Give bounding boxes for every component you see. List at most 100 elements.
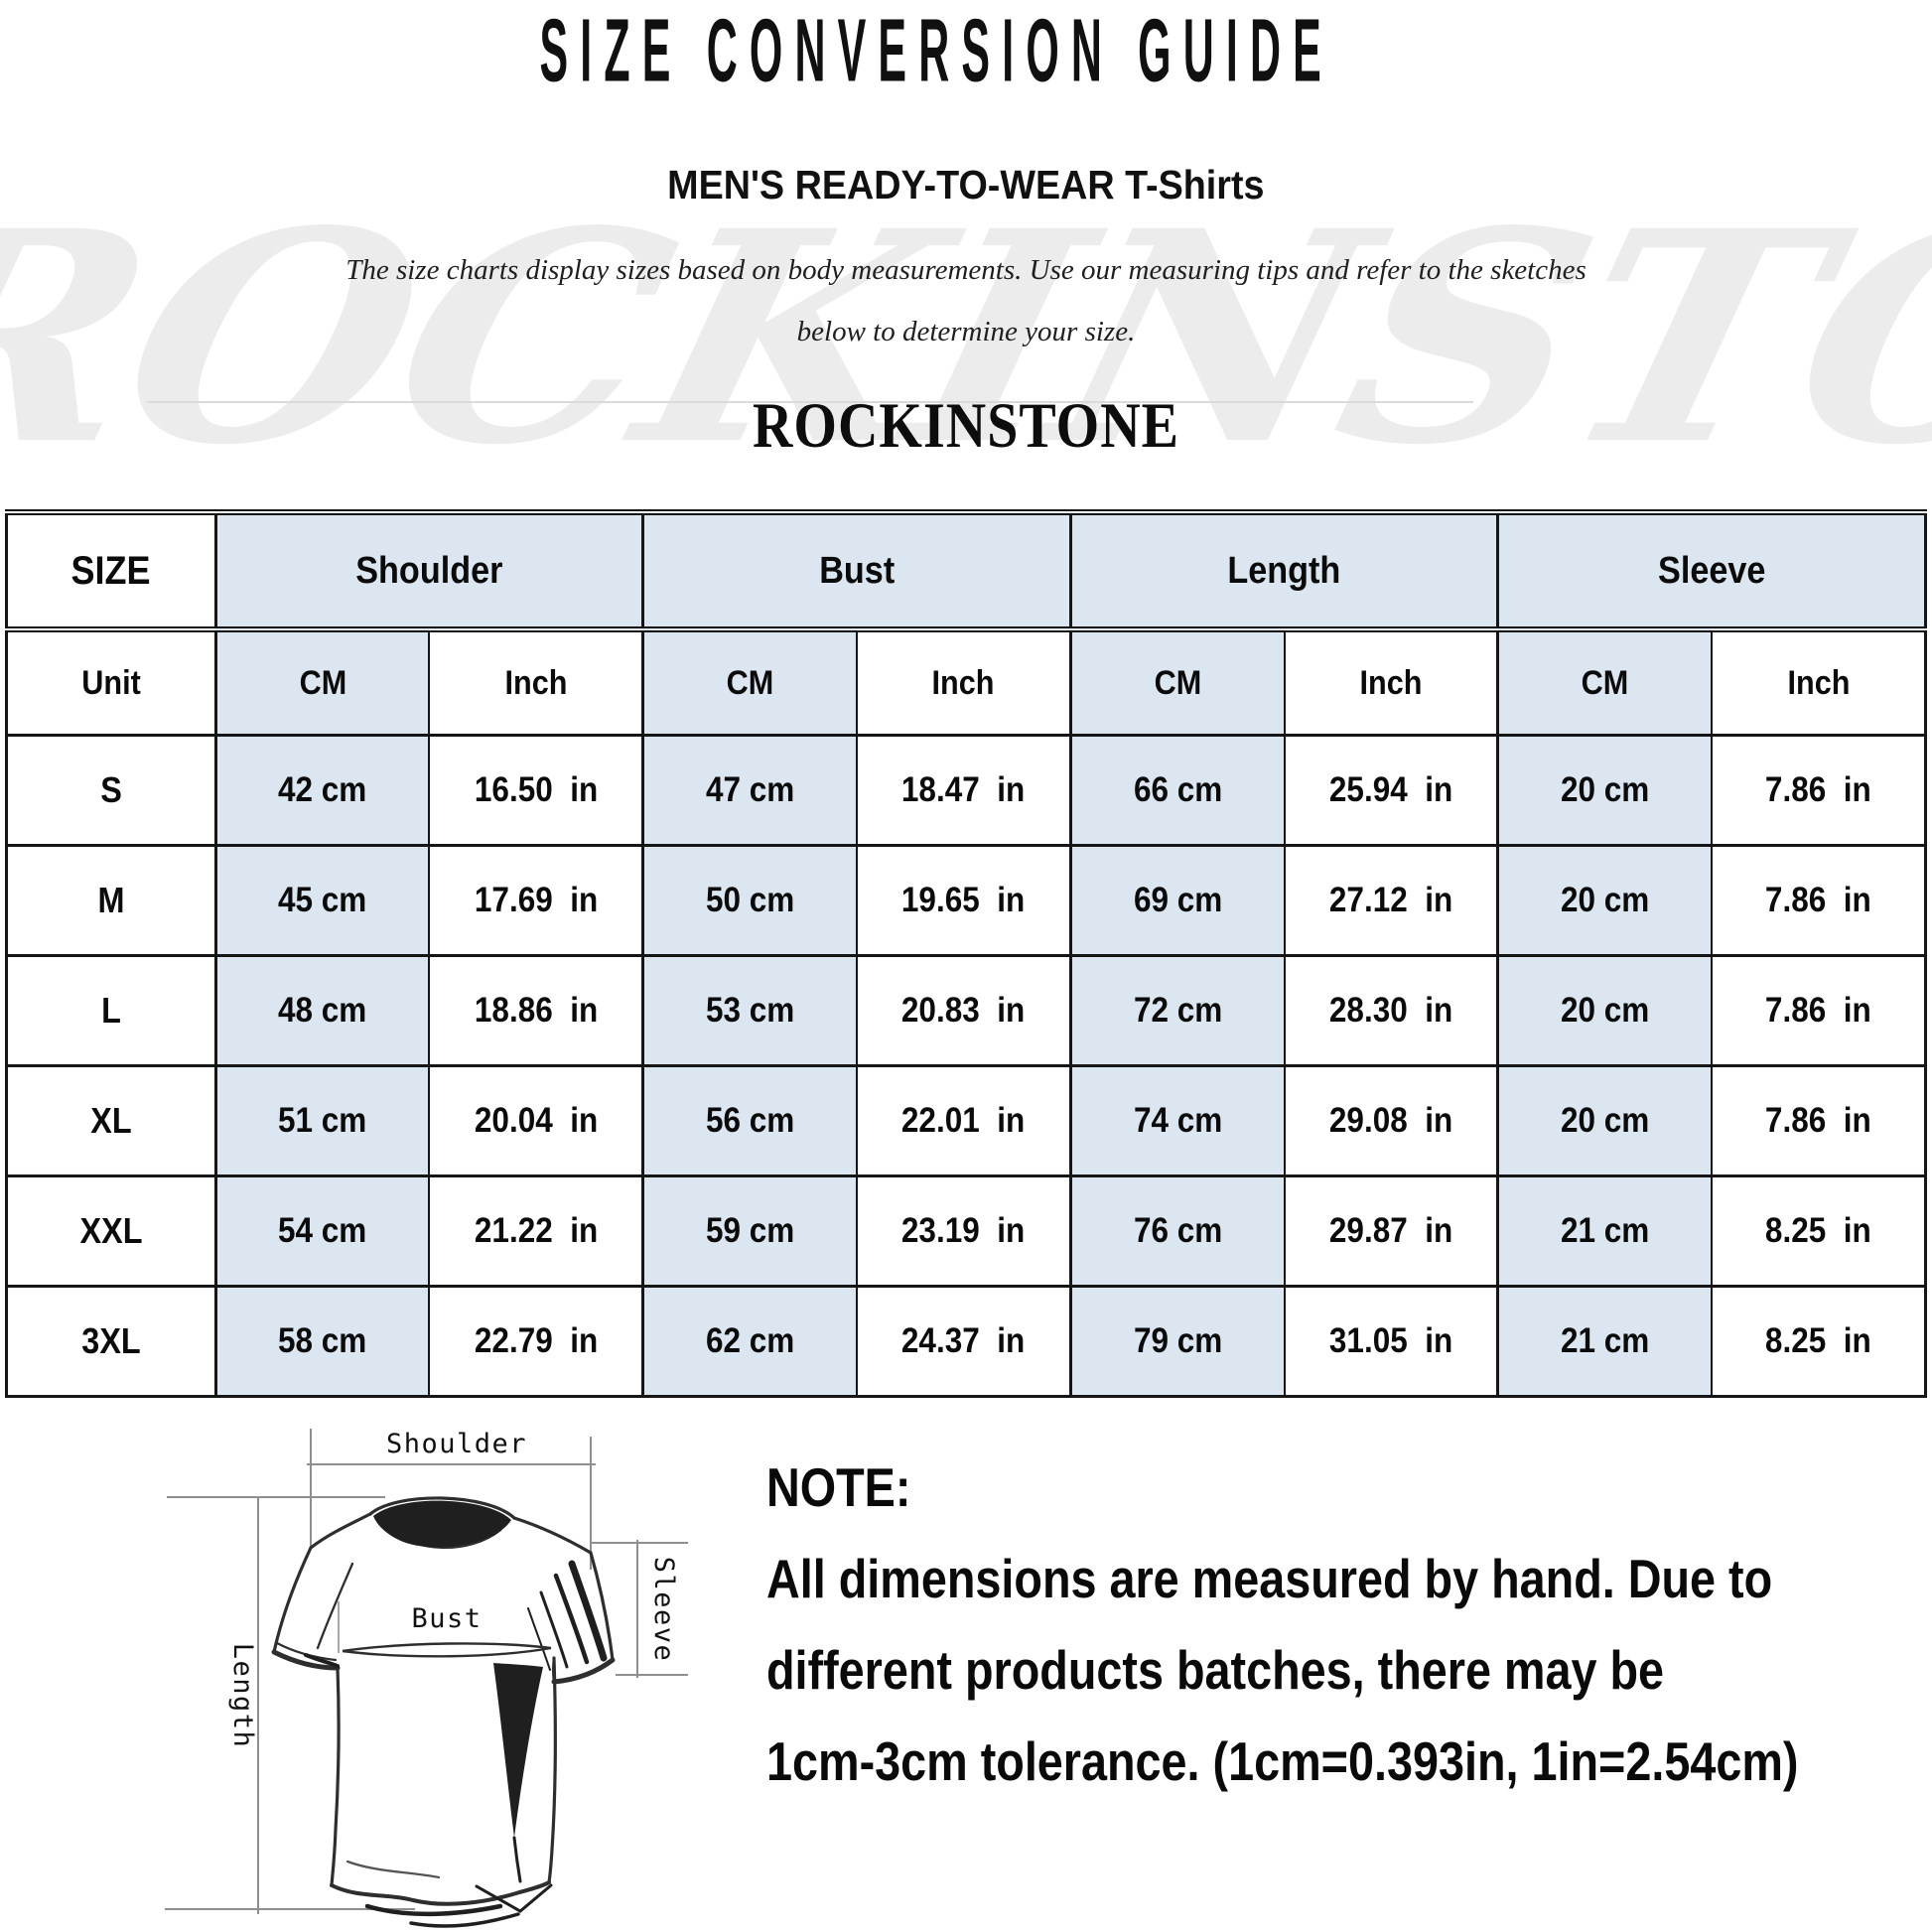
note-line: All dimensions are measured by hand. Due… <box>766 1533 1918 1624</box>
value-label: 66 cm <box>1133 770 1222 809</box>
value-label: 31.05 in <box>1328 1321 1453 1360</box>
value-label: 45 cm <box>278 881 367 919</box>
size-label: L <box>100 990 121 1031</box>
shoulder-label: Shoulder <box>386 1429 527 1459</box>
unit-label-cell: Unit <box>5 628 217 737</box>
note-line: different products batches, there may be <box>766 1624 1918 1716</box>
value-label: 62 cm <box>705 1321 795 1360</box>
intro-line-1: The size charts display sizes based on b… <box>345 254 1587 286</box>
value-cell: 59 cm <box>641 1174 858 1288</box>
tshirt-outline <box>271 1496 616 1906</box>
unit-inch-label: Inch <box>1359 663 1423 702</box>
value-cell: 17.69 in <box>428 844 644 957</box>
unit-cm-cell: CM <box>213 628 431 737</box>
value-cell: 20.83 in <box>855 954 1072 1067</box>
value-cell: 8.25 in <box>1711 1285 1927 1398</box>
value-cell: 7.86 in <box>1711 1064 1927 1177</box>
value-label: 76 cm <box>1133 1211 1222 1250</box>
value-label: 22.01 in <box>901 1101 1026 1140</box>
value-label: 20.04 in <box>474 1101 598 1140</box>
size-cell: XXL <box>5 1174 217 1288</box>
header-shoulder-label: Shoulder <box>355 549 503 592</box>
sleeve-label: Sleeve <box>648 1557 679 1663</box>
unit-cm-label: CM <box>299 663 346 702</box>
value-label: 79 cm <box>1133 1321 1222 1360</box>
size-cell: M <box>5 844 217 957</box>
note-line: 1cm-3cm tolerance. (1cm=0.393in, 1in=2.5… <box>766 1716 1918 1807</box>
page-subtitle-row: MEN'S READY-TO-WEAR T-Shirts <box>0 165 1932 206</box>
page-subtitle: MEN'S READY-TO-WEAR T-Shirts <box>667 162 1265 207</box>
value-label: 20 cm <box>1561 991 1650 1030</box>
value-label: 7.86 in <box>1765 770 1871 809</box>
value-label: 24.37 in <box>901 1321 1026 1360</box>
table-header-row: SIZE Shoulder Bust Length Sleeve <box>5 511 1927 632</box>
value-cell: 45 cm <box>213 844 431 957</box>
value-cell: 7.86 in <box>1711 954 1927 1067</box>
size-cell: L <box>5 954 217 1067</box>
value-cell: 20 cm <box>1496 734 1714 847</box>
value-cell: 25.94 in <box>1283 734 1499 847</box>
sketch-labels: Shoulder Bust Length Sleeve <box>227 1429 679 1748</box>
unit-inch-label: Inch <box>1787 663 1851 702</box>
value-label: 58 cm <box>278 1321 367 1360</box>
header-sleeve: Sleeve <box>1496 511 1927 632</box>
value-label: 22.79 in <box>474 1321 598 1360</box>
value-cell: 21.22 in <box>428 1174 644 1288</box>
note-section: NOTE: All dimensions are measured by han… <box>766 1442 1918 1807</box>
value-label: 29.08 in <box>1328 1101 1453 1140</box>
value-cell: 79 cm <box>1068 1285 1286 1398</box>
value-cell: 76 cm <box>1068 1174 1286 1288</box>
unit-cm-label: CM <box>1154 663 1201 702</box>
unit-inch-label: Inch <box>504 663 568 702</box>
value-label: 53 cm <box>705 991 795 1030</box>
tshirt-sketch: Shoulder Bust Length Sleeve <box>107 1413 792 1932</box>
brand-name-row: ROCKINSTONE <box>0 394 1932 458</box>
unit-cm-cell: CM <box>1496 628 1714 737</box>
unit-inch-cell: Inch <box>428 628 644 737</box>
value-cell: 56 cm <box>641 1064 858 1177</box>
value-label: 18.86 in <box>474 991 598 1030</box>
value-label: 20 cm <box>1561 881 1650 919</box>
size-chart-table: SIZE Shoulder Bust Length Sleeve Unit CM… <box>5 509 1927 1398</box>
value-cell: 51 cm <box>213 1064 431 1177</box>
size-cell: XL <box>5 1064 217 1177</box>
value-label: 7.86 in <box>1765 1101 1871 1140</box>
unit-inch-cell: Inch <box>1283 628 1499 737</box>
value-label: 28.30 in <box>1328 991 1453 1030</box>
unit-cm-cell: CM <box>641 628 858 737</box>
unit-inch-cell: Inch <box>855 628 1072 737</box>
brand-name: ROCKINSTONE <box>752 390 1180 462</box>
header-shoulder: Shoulder <box>213 511 644 632</box>
table-row: XL 51 cm 20.04 in 56 cm 22.01 in 74 cm 2… <box>5 1064 1927 1177</box>
unit-row: Unit CM Inch CM Inch CM Inch CM Inch <box>5 628 1927 737</box>
value-cell: 8.25 in <box>1711 1174 1927 1288</box>
size-label: M <box>97 880 125 920</box>
value-cell: 18.86 in <box>428 954 644 1067</box>
unit-label: Unit <box>81 663 141 702</box>
note-heading: NOTE: <box>766 1455 911 1518</box>
value-cell: 31.05 in <box>1283 1285 1499 1398</box>
bust-line <box>342 1642 552 1658</box>
body-fold-shading <box>493 1663 543 1838</box>
value-label: 29.87 in <box>1328 1211 1453 1250</box>
value-cell: 20 cm <box>1496 954 1714 1067</box>
unit-cm-label: CM <box>726 663 774 702</box>
tshirt-folds <box>304 1560 608 1928</box>
value-label: 20 cm <box>1561 770 1650 809</box>
value-label: 17.69 in <box>474 881 598 919</box>
value-label: 54 cm <box>278 1211 367 1250</box>
value-label: 8.25 in <box>1765 1321 1871 1360</box>
value-cell: 7.86 in <box>1711 844 1927 957</box>
value-cell: 18.47 in <box>855 734 1072 847</box>
value-label: 18.47 in <box>901 770 1026 809</box>
value-cell: 29.08 in <box>1283 1064 1499 1177</box>
value-cell: 21 cm <box>1496 1174 1714 1288</box>
value-cell: 58 cm <box>213 1285 431 1398</box>
note-line-text: 1cm-3cm tolerance. (1cm=0.393in, 1in=2.5… <box>766 1729 1799 1792</box>
collar-shading <box>373 1500 511 1548</box>
brand-divider <box>147 401 1473 403</box>
value-cell: 69 cm <box>1068 844 1286 957</box>
value-cell: 21 cm <box>1496 1285 1714 1398</box>
size-label: S <box>100 769 122 810</box>
